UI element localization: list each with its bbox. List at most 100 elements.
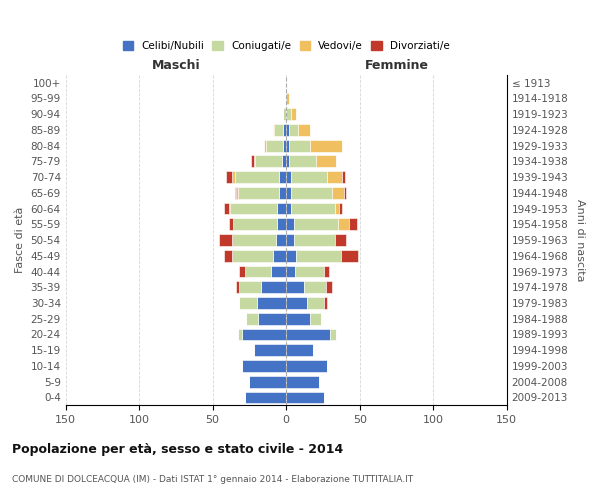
Bar — [335, 202, 339, 214]
Bar — [289, 140, 310, 151]
Bar — [232, 234, 276, 246]
Bar — [238, 328, 242, 340]
Bar — [286, 202, 290, 214]
Bar — [304, 282, 326, 293]
Bar — [232, 250, 273, 262]
Bar — [286, 156, 289, 168]
Bar — [286, 297, 307, 309]
Bar — [286, 328, 331, 340]
Bar — [242, 360, 286, 372]
Bar — [256, 156, 282, 168]
Bar — [286, 360, 328, 372]
Bar — [335, 234, 346, 246]
Bar — [283, 124, 286, 136]
Bar — [235, 187, 236, 199]
Bar — [286, 234, 293, 246]
Bar — [239, 282, 261, 293]
Bar — [261, 282, 286, 293]
Text: COMUNE DI DOLCEACQUA (IM) - Dati ISTAT 1° gennaio 2014 - Elaborazione TUTTITALIA: COMUNE DI DOLCEACQUA (IM) - Dati ISTAT 1… — [12, 476, 413, 484]
Legend: Celibi/Nubili, Coniugati/e, Vedovi/e, Divorziati/e: Celibi/Nubili, Coniugati/e, Vedovi/e, Di… — [118, 37, 454, 56]
Bar — [286, 92, 289, 104]
Bar — [245, 392, 286, 404]
Bar — [289, 156, 316, 168]
Text: Maschi: Maschi — [152, 58, 200, 71]
Bar — [282, 156, 286, 168]
Bar — [286, 313, 310, 324]
Bar — [230, 202, 277, 214]
Bar — [286, 376, 319, 388]
Text: Popolazione per età, sesso e stato civile - 2014: Popolazione per età, sesso e stato civil… — [12, 442, 343, 456]
Bar — [286, 250, 296, 262]
Bar — [290, 171, 328, 183]
Bar — [273, 250, 286, 262]
Bar — [239, 297, 257, 309]
Bar — [279, 187, 286, 199]
Bar — [316, 156, 336, 168]
Bar — [286, 344, 313, 356]
Bar — [286, 218, 293, 230]
Text: Femmine: Femmine — [364, 58, 428, 71]
Bar — [232, 171, 235, 183]
Bar — [224, 250, 232, 262]
Bar — [344, 187, 346, 199]
Bar — [229, 202, 230, 214]
Bar — [286, 124, 289, 136]
Bar — [274, 124, 283, 136]
Bar — [229, 218, 233, 230]
Bar — [286, 266, 295, 278]
Bar — [236, 282, 239, 293]
Bar — [296, 250, 341, 262]
Bar — [277, 202, 286, 214]
Bar — [238, 187, 279, 199]
Bar — [310, 313, 322, 324]
Bar — [258, 313, 286, 324]
Bar — [235, 171, 279, 183]
Y-axis label: Anni di nascita: Anni di nascita — [575, 199, 585, 281]
Bar — [342, 171, 345, 183]
Bar — [251, 156, 254, 168]
Bar — [290, 202, 335, 214]
Bar — [266, 140, 283, 151]
Bar — [277, 218, 286, 230]
Bar — [218, 234, 232, 246]
Bar — [242, 328, 286, 340]
Bar — [224, 202, 229, 214]
Bar — [245, 266, 271, 278]
Bar — [295, 266, 325, 278]
Bar — [331, 328, 336, 340]
Bar — [239, 266, 245, 278]
Bar — [226, 171, 232, 183]
Bar — [286, 187, 290, 199]
Bar — [276, 234, 286, 246]
Bar — [257, 297, 286, 309]
Bar — [264, 140, 266, 151]
Bar — [286, 392, 325, 404]
Y-axis label: Fasce di età: Fasce di età — [15, 207, 25, 273]
Bar — [289, 124, 298, 136]
Bar — [332, 187, 344, 199]
Bar — [254, 156, 256, 168]
Bar — [286, 140, 289, 151]
Bar — [236, 187, 238, 199]
Bar — [328, 171, 342, 183]
Bar — [283, 140, 286, 151]
Bar — [290, 108, 296, 120]
Bar — [279, 171, 286, 183]
Bar — [233, 218, 277, 230]
Bar — [293, 218, 338, 230]
Bar — [271, 266, 286, 278]
Bar — [298, 124, 310, 136]
Bar — [283, 108, 286, 120]
Bar — [325, 297, 328, 309]
Bar — [290, 187, 332, 199]
Bar — [310, 140, 342, 151]
Bar — [273, 124, 274, 136]
Bar — [326, 282, 332, 293]
Bar — [286, 282, 304, 293]
Bar — [293, 234, 335, 246]
Bar — [307, 297, 325, 309]
Bar — [247, 313, 258, 324]
Bar — [338, 218, 349, 230]
Bar — [341, 250, 358, 262]
Bar — [250, 376, 286, 388]
